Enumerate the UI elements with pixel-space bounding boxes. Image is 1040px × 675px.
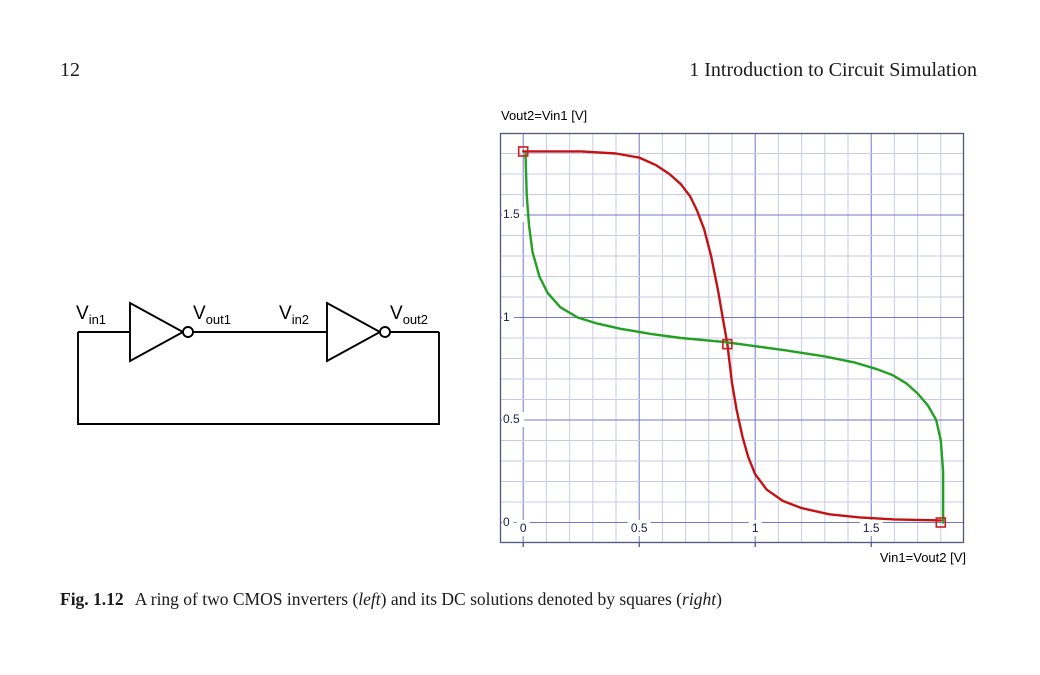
plot-curves (499, 132, 965, 547)
inverter1-triangle (129, 301, 185, 363)
y-tick-label: 1.5 (502, 207, 524, 222)
x-axis-title: Vin1=Vout2 [V] (879, 550, 966, 565)
inverter-ring-schematic (77, 301, 440, 425)
x-tick-label: 0.5 (627, 520, 651, 536)
inverter2-bubble (379, 326, 391, 338)
x-tick-label: 0 (516, 520, 530, 536)
caption-italic-left: left (358, 589, 381, 609)
inverter2-triangle (326, 301, 382, 363)
chapter-title: 1 Introduction to Circuit Simulation (689, 59, 977, 81)
feedback-wire (77, 332, 440, 425)
net-label-vout1: Vout1 (193, 303, 231, 327)
running-header: 12 1 Introduction to Circuit Simulation (60, 59, 977, 82)
page-number: 12 (60, 59, 80, 81)
caption-text-2: ) and its DC solutions denoted by square… (380, 589, 683, 609)
y-tick-label: 0 (502, 514, 514, 530)
x-tick-label: 1.5 (859, 520, 883, 536)
y-tick-label: 0.5 (502, 412, 524, 427)
y-tick-label: 1 (502, 309, 514, 325)
y-axis-title: Vout2=Vin1 [V] (501, 108, 588, 123)
net-label-vin1: Vin1 (76, 303, 107, 327)
figure-caption: Fig. 1.12 A ring of two CMOS inverters (l… (60, 587, 1000, 611)
net-label-vout2: Vout2 (390, 303, 428, 327)
caption-text-1: A ring of two CMOS inverters ( (134, 589, 359, 609)
x-tick-label: 1 (748, 520, 762, 536)
caption-italic-right: right (682, 589, 717, 609)
plot-grid (500, 133, 964, 543)
net-label-vin2: Vin2 (279, 303, 310, 327)
caption-tag: Fig. 1.12 (60, 589, 124, 609)
inverter1-bubble (182, 326, 194, 338)
caption-text-3: ) (716, 589, 722, 609)
